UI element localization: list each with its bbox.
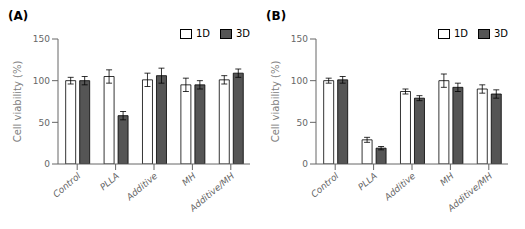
- svg-text:Additive/MH: Additive/MH: [445, 171, 494, 214]
- svg-text:Cell viability (%): Cell viability (%): [12, 61, 23, 143]
- html-text:(A): (A): [8, 9, 29, 23]
- svg-text:0: 0: [302, 159, 308, 169]
- svg-text:PLLA: PLLA: [356, 171, 379, 193]
- svg-text:MH: MH: [180, 171, 198, 188]
- svg-text:Additive/MH: Additive/MH: [187, 171, 236, 214]
- html-text:3D: 3D: [493, 28, 508, 39]
- svg-text:50: 50: [297, 118, 309, 128]
- svg-text:Cell viability (%): Cell viability (%): [270, 61, 281, 143]
- svg-text:150: 150: [291, 34, 308, 44]
- svg-text:150: 150: [33, 34, 50, 44]
- html-text:(B): (B): [266, 9, 287, 23]
- svg-text:100: 100: [291, 76, 308, 86]
- svg-text:PLLA: PLLA: [98, 171, 121, 193]
- svg-text:100: 100: [33, 76, 50, 86]
- svg-text:Additive: Additive: [124, 170, 160, 202]
- html-text:1D: 1D: [453, 28, 468, 39]
- svg-text:0: 0: [44, 159, 50, 169]
- svg-text:50: 50: [39, 118, 51, 128]
- svg-text:Control: Control: [309, 170, 341, 199]
- html-text:1D: 1D: [195, 28, 210, 39]
- html-text:3D: 3D: [235, 28, 250, 39]
- svg-text:Control: Control: [51, 170, 83, 199]
- svg-text:MH: MH: [438, 171, 456, 188]
- svg-text:Additive: Additive: [382, 170, 418, 202]
